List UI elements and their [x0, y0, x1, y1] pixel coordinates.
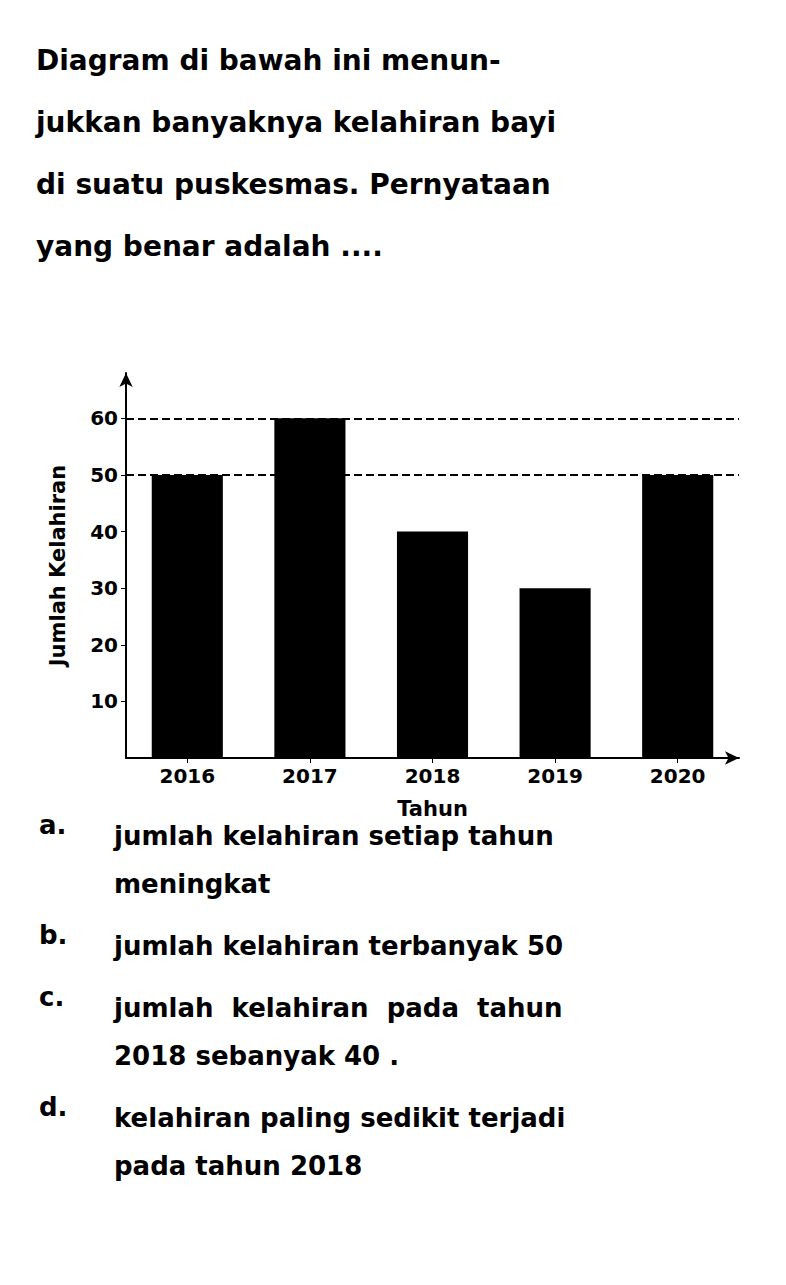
svg-text:60: 60	[90, 406, 118, 430]
svg-text:meningkat: meningkat	[114, 869, 271, 899]
svg-text:2020: 2020	[650, 764, 706, 788]
svg-text:b.: b.	[39, 920, 68, 950]
svg-text:20: 20	[90, 633, 118, 657]
svg-text:jumlah kelahiran terbanyak 50: jumlah kelahiran terbanyak 50	[113, 931, 563, 961]
svg-text:2018: 2018	[405, 764, 461, 788]
svg-text:10: 10	[90, 689, 118, 713]
svg-text:Jumlah Kelahiran: Jumlah Kelahiran	[46, 465, 70, 668]
svg-text:jumlah kelahiran setiap tahun: jumlah kelahiran setiap tahun	[113, 821, 554, 851]
svg-text:Tahun: Tahun	[397, 797, 468, 821]
svg-text:2016: 2016	[159, 764, 215, 788]
svg-text:Diagram di bawah ini menun-: Diagram di bawah ini menun-	[36, 44, 501, 77]
svg-text:50: 50	[90, 463, 118, 487]
svg-text:jumlah kelahiran pada tahun: jumlah kelahiran pada tahun	[113, 993, 563, 1023]
svg-text:30: 30	[90, 576, 118, 600]
svg-text:a.: a.	[39, 810, 66, 840]
svg-text:2017: 2017	[282, 764, 338, 788]
svg-text:40: 40	[90, 520, 118, 544]
svg-text:jukkan banyaknya kelahiran bay: jukkan banyaknya kelahiran bayi	[35, 106, 556, 139]
svg-text:d.: d.	[39, 1092, 68, 1122]
svg-text:2019: 2019	[527, 764, 583, 788]
svg-text:2018 sebanyak 40 .: 2018 sebanyak 40 .	[114, 1041, 399, 1071]
svg-text:yang benar adalah ....: yang benar adalah ....	[36, 230, 383, 263]
svg-text:di suatu puskesmas. Pernyataan: di suatu puskesmas. Pernyataan	[36, 168, 551, 201]
svg-text:kelahiran paling sedikit terja: kelahiran paling sedikit terjadi	[114, 1103, 565, 1133]
svg-text:c.: c.	[39, 982, 64, 1012]
svg-text:pada tahun 2018: pada tahun 2018	[114, 1151, 362, 1181]
